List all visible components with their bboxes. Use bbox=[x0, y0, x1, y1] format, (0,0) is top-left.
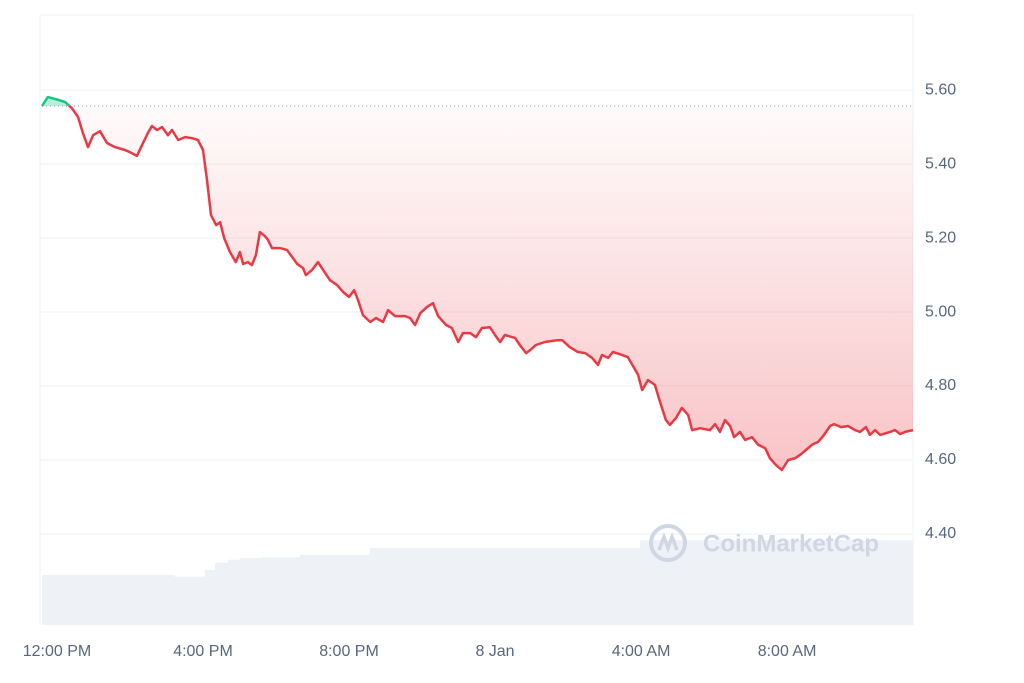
x-tick-label: 12:00 PM bbox=[23, 643, 91, 660]
watermark-logo bbox=[657, 532, 679, 554]
y-tick-label: 4.60 bbox=[925, 451, 956, 468]
y-tick-label: 5.00 bbox=[925, 303, 956, 320]
price-line-down bbox=[42, 106, 914, 472]
y-tick-label: 5.40 bbox=[925, 155, 956, 172]
watermark-text: CoinMarketCap bbox=[703, 530, 879, 557]
area-down bbox=[42, 106, 913, 470]
y-tick-label: 5.20 bbox=[925, 229, 956, 246]
y-tick-label: 4.40 bbox=[925, 525, 956, 542]
area-up bbox=[42, 97, 70, 107]
volume bbox=[42, 540, 913, 625]
x-tick-label: 4:00 PM bbox=[173, 643, 233, 660]
plot bbox=[40, 95, 914, 472]
axes: 4.40 4.60 4.80 5.00 5.20 5.40 5.60 12:00 PM 4:00… bbox=[23, 81, 957, 660]
watermark: CoinMarketCap bbox=[649, 524, 879, 562]
x-tick-label: 8:00 PM bbox=[319, 643, 379, 660]
x-tick-label: 8:00 AM bbox=[758, 643, 817, 660]
x-tick-label: 4:00 AM bbox=[612, 643, 671, 660]
x-tick-label: 8 Jan bbox=[475, 643, 514, 660]
y-tick-label: 4.80 bbox=[925, 377, 956, 394]
volume-area bbox=[42, 540, 913, 625]
watermark-logo bbox=[649, 524, 687, 562]
y-tick-label: 5.60 bbox=[925, 81, 956, 98]
